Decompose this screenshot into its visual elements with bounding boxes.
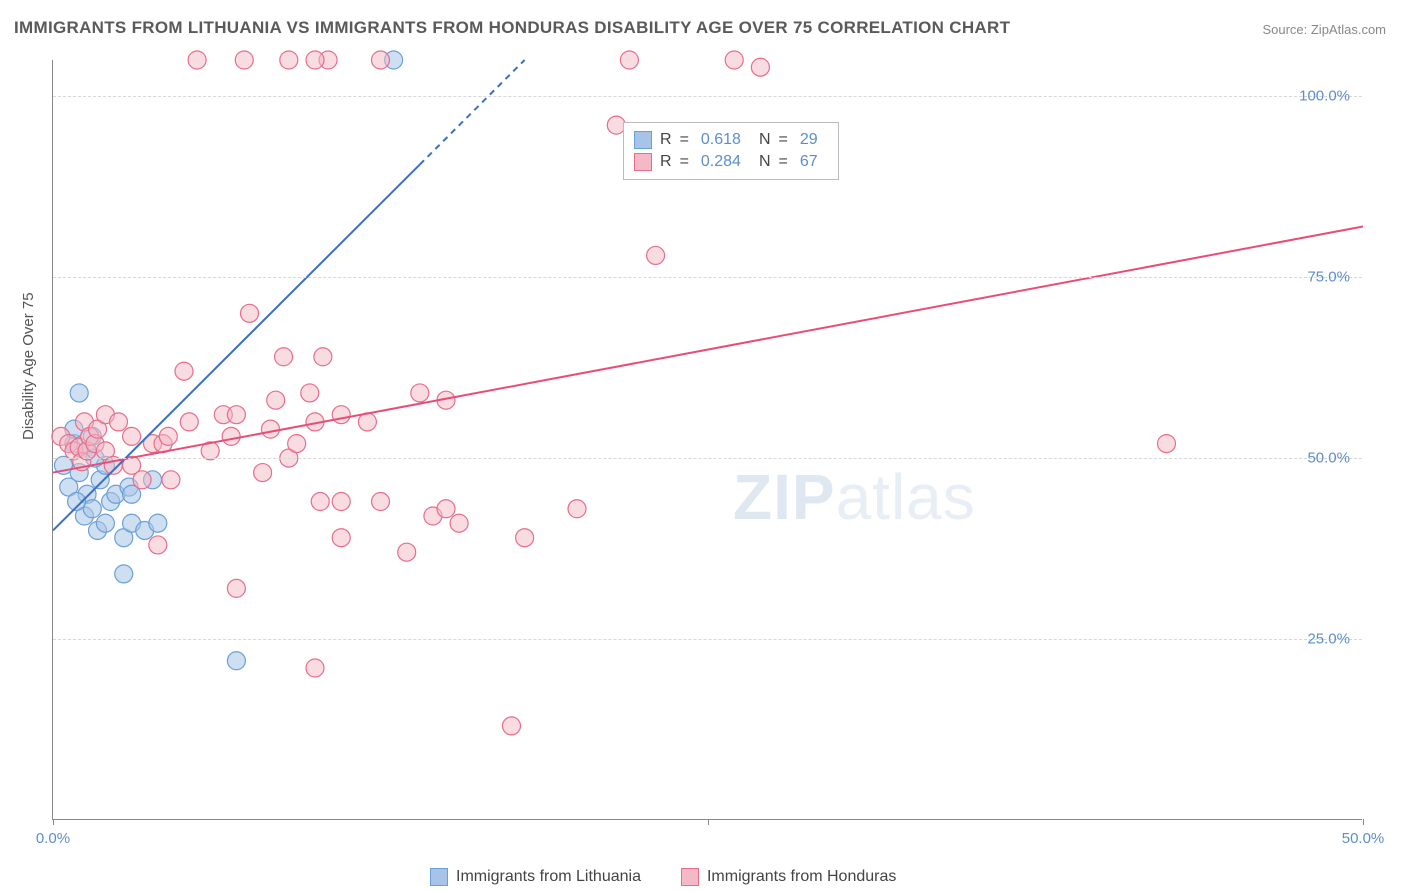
scatter-point: [222, 427, 240, 445]
scatter-point: [332, 406, 350, 424]
legend-R-label-2: R: [660, 153, 672, 171]
scatter-point: [568, 500, 586, 518]
scatter-point: [516, 529, 534, 547]
scatter-point: [372, 51, 390, 69]
y-axis-label: Disability Age Over 75: [20, 292, 37, 440]
x-tick-label: 50.0%: [1342, 830, 1385, 847]
legend-N-value-0: 29: [800, 131, 818, 149]
legend-eq-3: =: [680, 153, 689, 171]
scatter-point: [175, 362, 193, 380]
scatter-point: [188, 51, 206, 69]
plot-area: ZIPatlas R = 0.618 N = 29 R = 0.284 N = …: [52, 60, 1362, 820]
gridline-h: [53, 277, 1362, 278]
legend-row-lithuania: R = 0.618 N = 29: [634, 129, 828, 151]
scatter-point: [227, 652, 245, 670]
scatter-point: [503, 717, 521, 735]
legend-R-value-0: 0.618: [701, 131, 741, 149]
scatter-point: [751, 58, 769, 76]
y-tick-label: 25.0%: [1307, 631, 1350, 648]
x-tick: [53, 819, 54, 825]
y-tick-label: 100.0%: [1299, 88, 1350, 105]
scatter-point: [398, 543, 416, 561]
scatter-point: [275, 348, 293, 366]
scatter-point: [261, 420, 279, 438]
scatter-point: [133, 471, 151, 489]
bottom-legend-item-0: Immigrants from Lithuania: [430, 868, 641, 886]
legend-eq-4: =: [779, 153, 788, 171]
scatter-point: [115, 565, 133, 583]
correlation-legend: R = 0.618 N = 29 R = 0.284 N = 67: [623, 122, 839, 180]
x-tick: [1363, 819, 1364, 825]
scatter-point: [149, 536, 167, 554]
scatter-point: [280, 51, 298, 69]
scatter-point: [96, 514, 114, 532]
scatter-point: [301, 384, 319, 402]
trend-line: [53, 165, 420, 531]
legend-swatch-lithuania: [634, 131, 652, 149]
scatter-point: [110, 413, 128, 431]
scatter-point: [162, 471, 180, 489]
legend-N-label: N: [759, 131, 771, 149]
scatter-point: [311, 493, 329, 511]
bottom-swatch-1: [681, 868, 699, 886]
bottom-label-0: Immigrants from Lithuania: [456, 868, 641, 886]
bottom-legend-item-1: Immigrants from Honduras: [681, 868, 896, 886]
scatter-point: [620, 51, 638, 69]
scatter-point: [70, 384, 88, 402]
chart-container: IMMIGRANTS FROM LITHUANIA VS IMMIGRANTS …: [0, 0, 1406, 892]
legend-eq-2: =: [779, 131, 788, 149]
bottom-label-1: Immigrants from Honduras: [707, 868, 896, 886]
scatter-point: [437, 500, 455, 518]
scatter-point: [411, 384, 429, 402]
scatter-point: [332, 529, 350, 547]
scatter-point: [332, 493, 350, 511]
scatter-point: [180, 413, 198, 431]
gridline-h: [53, 639, 1362, 640]
scatter-point: [647, 246, 665, 264]
scatter-point: [306, 51, 324, 69]
bottom-swatch-0: [430, 868, 448, 886]
gridline-h: [53, 458, 1362, 459]
source-credit: Source: ZipAtlas.com: [1262, 22, 1386, 37]
legend-R-value-1: 0.284: [701, 153, 741, 171]
legend-eq: =: [680, 131, 689, 149]
legend-R-label: R: [660, 131, 672, 149]
scatter-point: [1158, 435, 1176, 453]
scatter-point: [123, 427, 141, 445]
y-tick-label: 75.0%: [1307, 269, 1350, 286]
legend-N-value-1: 67: [800, 153, 818, 171]
x-tick-label: 0.0%: [36, 830, 70, 847]
legend-swatch-honduras: [634, 153, 652, 171]
scatter-point: [149, 514, 167, 532]
x-tick: [708, 819, 709, 825]
chart-title: IMMIGRANTS FROM LITHUANIA VS IMMIGRANTS …: [14, 18, 1010, 38]
y-tick-label: 50.0%: [1307, 450, 1350, 467]
trend-line-dashed: [420, 60, 525, 165]
scatter-point: [227, 579, 245, 597]
scatter-point: [227, 406, 245, 424]
scatter-point: [288, 435, 306, 453]
gridline-h: [53, 96, 1362, 97]
legend-row-honduras: R = 0.284 N = 67: [634, 151, 828, 173]
scatter-point: [314, 348, 332, 366]
scatter-point: [159, 427, 177, 445]
legend-N-label-2: N: [759, 153, 771, 171]
scatter-point: [450, 514, 468, 532]
scatter-point: [267, 391, 285, 409]
scatter-point: [306, 659, 324, 677]
scatter-point: [241, 304, 259, 322]
scatter-point: [254, 464, 272, 482]
scatter-point: [372, 493, 390, 511]
bottom-legend: Immigrants from Lithuania Immigrants fro…: [430, 868, 896, 886]
scatter-point: [725, 51, 743, 69]
scatter-point: [235, 51, 253, 69]
